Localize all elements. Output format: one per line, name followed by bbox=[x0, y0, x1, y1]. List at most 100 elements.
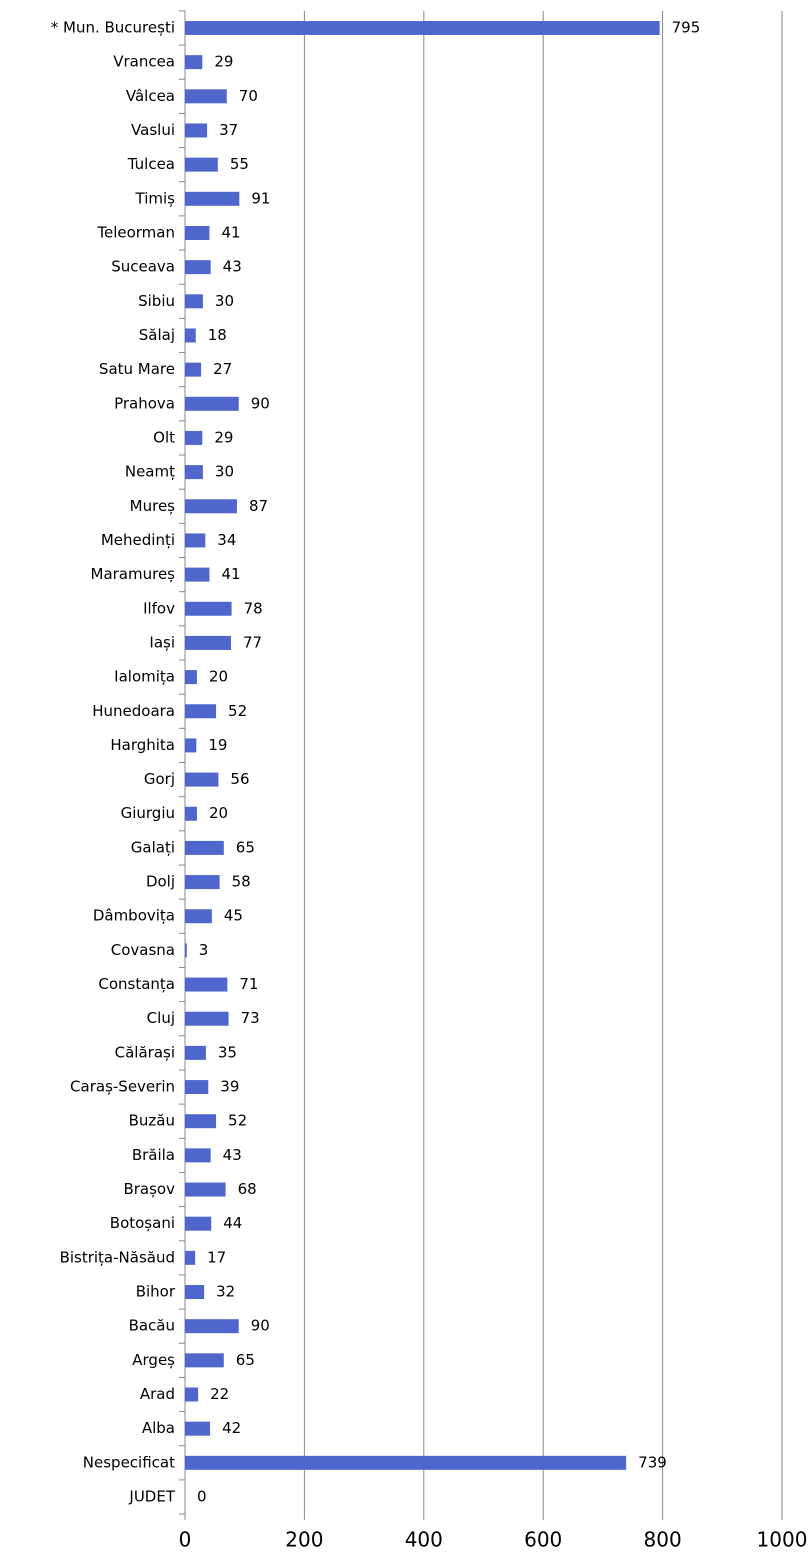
bar bbox=[185, 533, 206, 548]
value-label: 91 bbox=[251, 189, 270, 207]
y-tick-label: Cluj bbox=[147, 1009, 175, 1027]
y-tick-label: Călărași bbox=[115, 1043, 175, 1061]
bar bbox=[185, 328, 196, 343]
y-tick-label: Ialomița bbox=[114, 668, 175, 686]
y-tick-label: Timiș bbox=[135, 189, 176, 207]
bar bbox=[185, 1080, 209, 1095]
value-label: 0 bbox=[197, 1488, 207, 1506]
value-label: 87 bbox=[249, 497, 268, 515]
y-tick-label: Botoșani bbox=[110, 1214, 175, 1232]
y-tick-label: Olt bbox=[153, 428, 175, 446]
bar bbox=[185, 225, 210, 240]
value-label: 78 bbox=[244, 599, 263, 617]
bar bbox=[185, 55, 203, 70]
bar bbox=[185, 396, 239, 411]
value-label: 739 bbox=[638, 1453, 667, 1471]
value-label: 20 bbox=[209, 804, 228, 822]
bar bbox=[185, 21, 660, 35]
y-tick-label: Ilfov bbox=[143, 599, 175, 617]
y-tick-label: * Mun. București bbox=[51, 19, 175, 37]
bar bbox=[185, 294, 203, 309]
y-tick-label: Neamț bbox=[125, 463, 175, 481]
y-tick-label: Tulcea bbox=[127, 155, 175, 173]
y-tick-label: Gorj bbox=[144, 770, 175, 788]
value-label: 77 bbox=[243, 633, 262, 651]
y-tick-label: Covasna bbox=[111, 941, 175, 959]
bar bbox=[185, 875, 220, 890]
y-tick-label: Alba bbox=[142, 1419, 175, 1437]
x-tick-label: 0 bbox=[179, 1528, 192, 1552]
bar bbox=[185, 1285, 205, 1300]
x-tick-label: 200 bbox=[285, 1528, 323, 1552]
y-tick-label: Brașov bbox=[123, 1180, 175, 1198]
bar bbox=[185, 362, 202, 377]
y-tick-label: Caraș-Severin bbox=[70, 1078, 175, 1096]
y-tick-label: Argeș bbox=[132, 1351, 175, 1369]
value-label: 27 bbox=[213, 360, 232, 378]
value-label: 30 bbox=[215, 463, 234, 481]
y-tick-label: Dolj bbox=[146, 873, 175, 891]
bar bbox=[185, 465, 203, 480]
y-tick-label: Mehedinți bbox=[101, 531, 175, 549]
bar bbox=[185, 738, 197, 753]
bar bbox=[185, 123, 208, 138]
bar bbox=[185, 499, 237, 514]
value-label: 71 bbox=[239, 975, 258, 993]
bar bbox=[185, 943, 187, 958]
y-tick-label: Prahova bbox=[114, 394, 175, 412]
y-tick-label: Vrancea bbox=[113, 53, 175, 71]
bar bbox=[185, 1353, 224, 1368]
value-label: 3 bbox=[199, 941, 209, 959]
value-label: 41 bbox=[221, 565, 240, 583]
bar bbox=[185, 1250, 196, 1265]
bar bbox=[185, 977, 228, 992]
value-label: 58 bbox=[232, 873, 251, 891]
y-tick-label: Sibiu bbox=[138, 292, 175, 310]
y-tick-label: Nespecificat bbox=[83, 1453, 175, 1471]
y-tick-label: Giurgiu bbox=[121, 804, 175, 822]
value-label: 22 bbox=[210, 1385, 229, 1403]
y-tick-label: Hunedoara bbox=[92, 702, 175, 720]
bar bbox=[185, 567, 210, 582]
y-tick-label: Arad bbox=[140, 1385, 175, 1403]
y-tick-label: Suceava bbox=[111, 258, 175, 276]
value-label: 90 bbox=[251, 394, 270, 412]
value-label: 55 bbox=[230, 155, 249, 173]
value-label: 18 bbox=[208, 326, 227, 344]
value-label: 32 bbox=[216, 1283, 235, 1301]
bar bbox=[185, 1114, 217, 1129]
bar bbox=[185, 704, 217, 719]
value-label: 19 bbox=[208, 736, 227, 754]
value-label: 35 bbox=[218, 1043, 237, 1061]
value-label: 68 bbox=[238, 1180, 257, 1198]
y-tick-label: Vaslui bbox=[131, 121, 175, 139]
y-tick-label: Dâmbovița bbox=[93, 907, 175, 925]
value-label: 65 bbox=[236, 838, 255, 856]
y-tick-label: Sălaj bbox=[139, 326, 175, 344]
value-label: 34 bbox=[217, 531, 236, 549]
value-label: 29 bbox=[214, 53, 233, 71]
value-label: 37 bbox=[219, 121, 238, 139]
y-tick-label: Buzău bbox=[129, 1112, 175, 1130]
bar bbox=[185, 909, 212, 924]
y-tick-label: Iași bbox=[149, 633, 175, 651]
y-tick-label: Bistrița-Năsăud bbox=[60, 1248, 175, 1266]
value-label: 43 bbox=[223, 1146, 242, 1164]
value-label: 29 bbox=[214, 428, 233, 446]
value-label: 73 bbox=[241, 1009, 260, 1027]
y-tick-label: Bihor bbox=[136, 1283, 176, 1301]
y-tick-label: Satu Mare bbox=[99, 360, 175, 378]
bar bbox=[185, 430, 203, 445]
value-label: 52 bbox=[228, 1112, 247, 1130]
value-label: 42 bbox=[222, 1419, 241, 1437]
y-tick-label: Vâlcea bbox=[126, 87, 175, 105]
value-label: 44 bbox=[223, 1214, 242, 1232]
value-label: 70 bbox=[239, 87, 258, 105]
value-label: 17 bbox=[207, 1248, 226, 1266]
bar bbox=[185, 1319, 239, 1334]
bar bbox=[185, 1216, 212, 1231]
bar bbox=[185, 89, 227, 104]
y-tick-label: Constanța bbox=[98, 975, 175, 993]
bar bbox=[185, 635, 231, 650]
y-tick-label: Galați bbox=[131, 838, 175, 856]
